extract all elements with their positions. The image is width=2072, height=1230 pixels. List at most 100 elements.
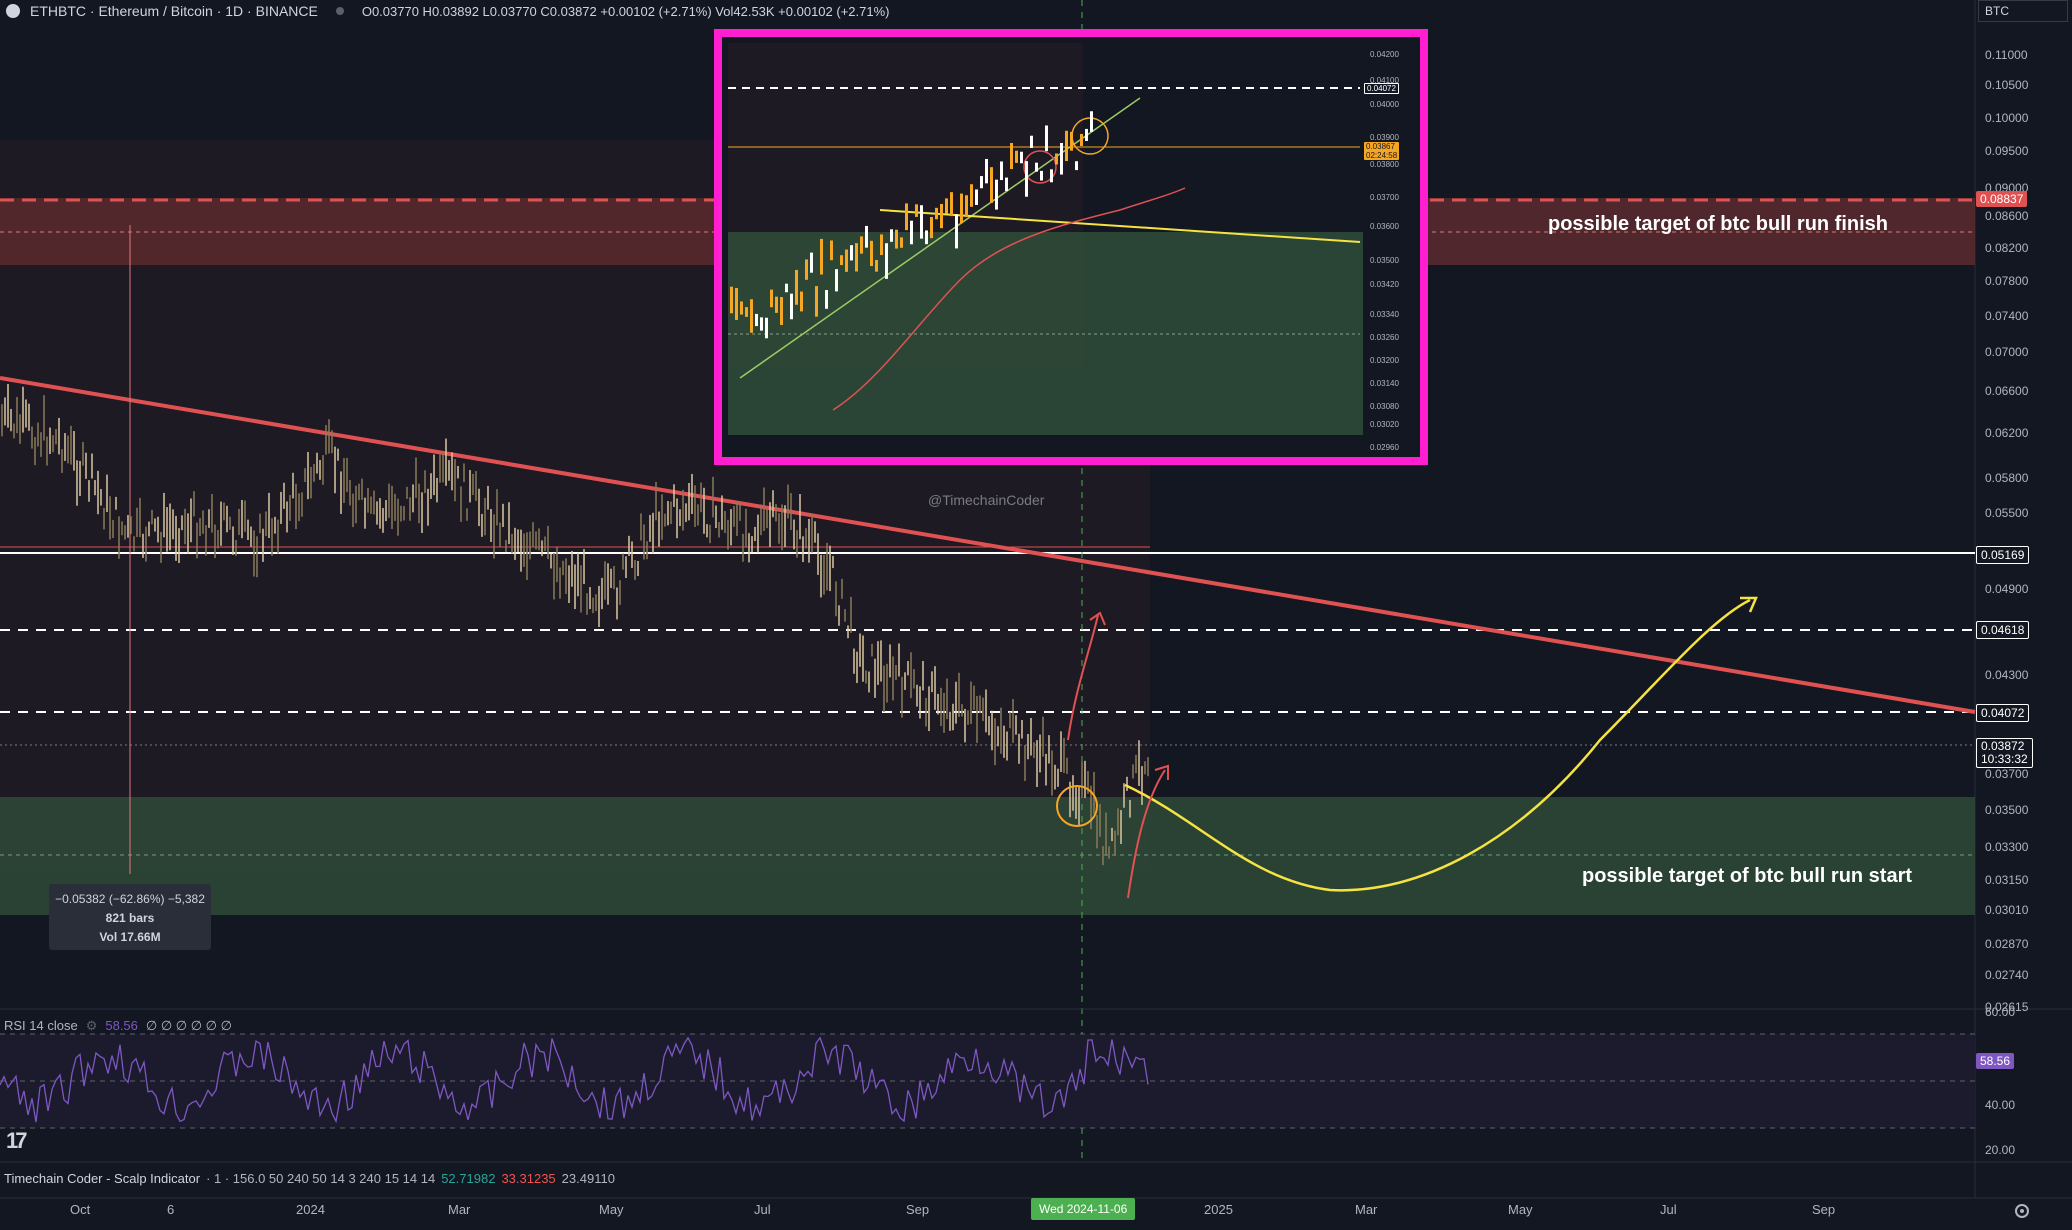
projection-curve [1124,598,1751,892]
inset-tick-label: 0.04200 [1370,50,1399,59]
inset-candle [985,158,988,184]
price-tick-label: 0.05800 [1985,471,2029,485]
price-tick-label: 0.06200 [1985,426,2029,440]
inset-tick-label: 0.03900 [1370,133,1399,142]
inset-candle [925,230,928,245]
indicator-value-3: 23.49110 [561,1171,615,1186]
inset-candle [1010,142,1013,170]
inset-tick-label: 0.03500 [1370,256,1399,265]
level3-price-tag: 0.04072 [1976,704,2030,722]
inset-candle [860,236,863,254]
inset-candle [865,225,868,248]
ohlc-readout: O0.03770 H0.03892 L0.03770 C0.03872 +0.0… [361,3,890,19]
price-tick-label: 0.03150 [1985,873,2029,887]
price-tick-label: 0.05500 [1985,506,2029,520]
gear-icon[interactable] [2012,1201,2032,1221]
time-label-mar-2025: Mar [1355,1202,1378,1217]
price-tick-label: 0.10500 [1985,78,2029,92]
inset-candle [745,307,748,317]
inset-candle [1045,125,1048,152]
inset-mid-circle [1023,150,1057,184]
inset-candle [765,317,768,339]
indicator-value-1: 52.71982 [441,1171,496,1186]
rsi-tick-60: 60.00 [1985,1005,2016,1019]
inset-candle [920,205,923,239]
inset-candle [885,243,888,279]
inset-uptrend-line [739,97,1141,379]
inset-candle [775,296,778,313]
inset-tick-label: 0.03260 [1370,333,1399,342]
inset-candle [845,249,848,272]
inset-candle [905,203,908,231]
time-label-2025: 2025 [1204,1202,1233,1217]
inset-candle [1075,161,1078,171]
price-tick-label: 0.02870 [1985,937,2029,951]
inset-candle [870,240,873,267]
currency-selector[interactable]: BTC [1978,0,2068,22]
inset-candle [1090,111,1093,132]
price-tick-label: 0.03010 [1985,903,2029,917]
symbol-title[interactable]: ETHBTC · Ethereum / Bitcoin · 1D · BINAN… [30,3,318,19]
time-axis[interactable]: Oct 6 2024 Mar May Jul Sep Wed 2024-11-0… [0,1198,1975,1222]
rsi-value: 58.56 [105,1018,138,1033]
inset-green-zone [728,232,1363,435]
time-label-sep-2025: Sep [1812,1202,1836,1217]
inset-tick-label: 0.03800 [1370,160,1399,169]
inset-candle [795,269,798,305]
measure-volume: Vol 17.66M [99,930,161,944]
top-target-annotation[interactable]: possible target of btc bull run finish [1548,213,1889,235]
rsi-line [0,1036,1149,1124]
bottom-target-annotation[interactable]: possible target of btc bull run start [1582,865,1913,887]
time-label-oct: Oct [70,1202,91,1217]
measure-bars: 821 bars [105,911,155,925]
price-tick-label: 0.07400 [1985,309,2029,323]
inset-candle [730,286,733,314]
inset-candle [1060,142,1063,175]
price-tick-label: 0.08600 [1985,209,2029,223]
inset-tick-label: 0.04100 [1370,76,1399,85]
rsi-tick-20: 20.00 [1985,1143,2016,1157]
inset-tick-label: 0.04000 [1370,100,1399,109]
inset-candle [760,317,763,331]
rsi-label: RSI 14 close [4,1018,78,1033]
inset-candle [1015,150,1018,163]
inset-candle [740,301,743,315]
inset-candle [960,193,963,224]
price-tick-label: 0.11000 [1985,48,2028,62]
inset-candle [975,189,978,205]
inset-candle [1025,161,1028,197]
price-tick-label: 0.08200 [1985,241,2029,255]
inset-price-value: 0.03867 [1366,142,1395,151]
inset-candle [1005,177,1008,191]
inset-candle [780,297,783,325]
ethereum-logo-icon [6,4,20,18]
tradingview-logo-icon[interactable]: 17 [6,1128,28,1153]
inset-level-tag: 0.04072 [1364,83,1399,94]
inset-candle [790,293,793,320]
price-range-measure[interactable]: −0.05382 (−62.86%) −5,382 821 bars Vol 1… [49,884,211,950]
market-status-dot-icon [335,7,344,15]
red-arrow-up-head [1089,611,1106,626]
rsi-tick-40: 40.00 [1985,1098,2016,1112]
bottom-target-zone [0,797,1975,915]
symbol-header: ETHBTC · Ethereum / Bitcoin · 1D · BINAN… [0,0,1960,22]
inset-candle [835,269,838,292]
level2-price-tag: 0.04618 [1976,621,2030,639]
rsi-settings-icon[interactable]: ⚙ [85,1018,98,1033]
inset-candle [1040,170,1043,181]
inset-candle [825,290,828,309]
indicator-legend[interactable]: Timechain Coder - Scalp Indicator · 1 · … [4,1171,615,1186]
inset-candle [1070,131,1073,151]
inset-candle [830,240,833,261]
time-label-may-2025: May [1508,1202,1533,1217]
inset-candle [1000,161,1003,181]
price-tick-label: 0.09500 [1985,144,2029,158]
inset-candle [875,259,878,272]
inset-candle [935,207,938,220]
inset-countdown: 02:24:58 [1366,151,1398,160]
rsi-value-tag: 58.56 [1976,1053,2015,1069]
rsi-legend[interactable]: RSI 14 close ⚙ 58.56 ∅ ∅ ∅ ∅ ∅ ∅ [4,1018,232,1034]
inset-candle [820,238,823,275]
